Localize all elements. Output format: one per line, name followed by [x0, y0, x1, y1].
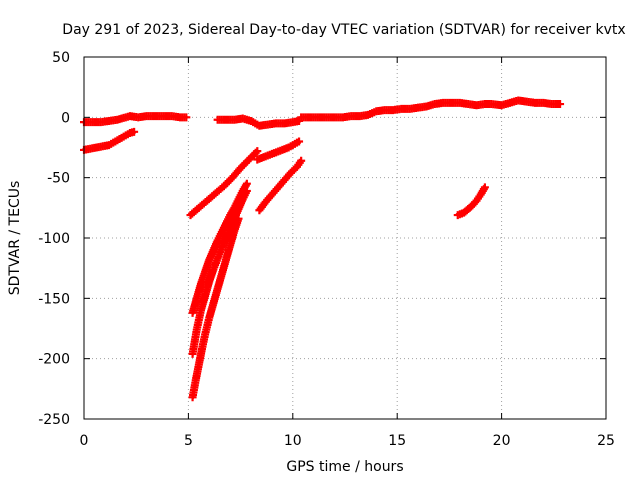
- x-tick-label: 15: [388, 433, 406, 449]
- x-axis-label: GPS time / hours: [286, 459, 403, 475]
- data-point: [253, 147, 262, 156]
- series-track-1: [80, 112, 191, 127]
- y-axis-label: SDTVAR / TECUs: [7, 181, 23, 296]
- series-track-10: [255, 156, 306, 215]
- grid: [84, 57, 606, 419]
- data-point: [480, 183, 489, 192]
- y-tick-label: 50: [52, 50, 70, 66]
- data-point: [242, 179, 251, 188]
- y-tick-label: -200: [38, 352, 70, 368]
- y-tick-label: -100: [38, 231, 70, 247]
- data-points: [80, 96, 565, 402]
- data-point: [182, 113, 191, 122]
- y-tick-label: 0: [61, 110, 70, 126]
- data-point: [130, 127, 139, 136]
- x-tick-label: 10: [284, 433, 302, 449]
- data-point: [242, 186, 251, 195]
- x-tick-label: 0: [80, 433, 89, 449]
- series-track-9: [188, 214, 243, 402]
- series-track-8: [188, 186, 251, 358]
- x-tick-label: 25: [597, 433, 615, 449]
- y-tick-label: -150: [38, 291, 70, 307]
- data-point: [297, 156, 306, 165]
- data-point: [295, 137, 304, 146]
- series-track-6: [253, 137, 304, 164]
- axis-ticks: 0 5 10 15 20 25 -250 -200 -150 -100 -50 0 50: [38, 50, 615, 449]
- series-track-5: [186, 147, 262, 220]
- y-tick-label: -50: [47, 171, 70, 187]
- series-track-11: [453, 183, 489, 220]
- series-track-2: [80, 127, 139, 154]
- data-point: [234, 214, 243, 223]
- data-point: [556, 100, 565, 109]
- x-tick-label: 5: [184, 433, 193, 449]
- series-track-4: [297, 96, 565, 122]
- series-track-3: [213, 114, 304, 130]
- y-tick-label: -250: [38, 412, 70, 428]
- x-tick-label: 20: [493, 433, 511, 449]
- chart-title: Day 291 of 2023, Sidereal Day-to-day VTE…: [62, 22, 625, 38]
